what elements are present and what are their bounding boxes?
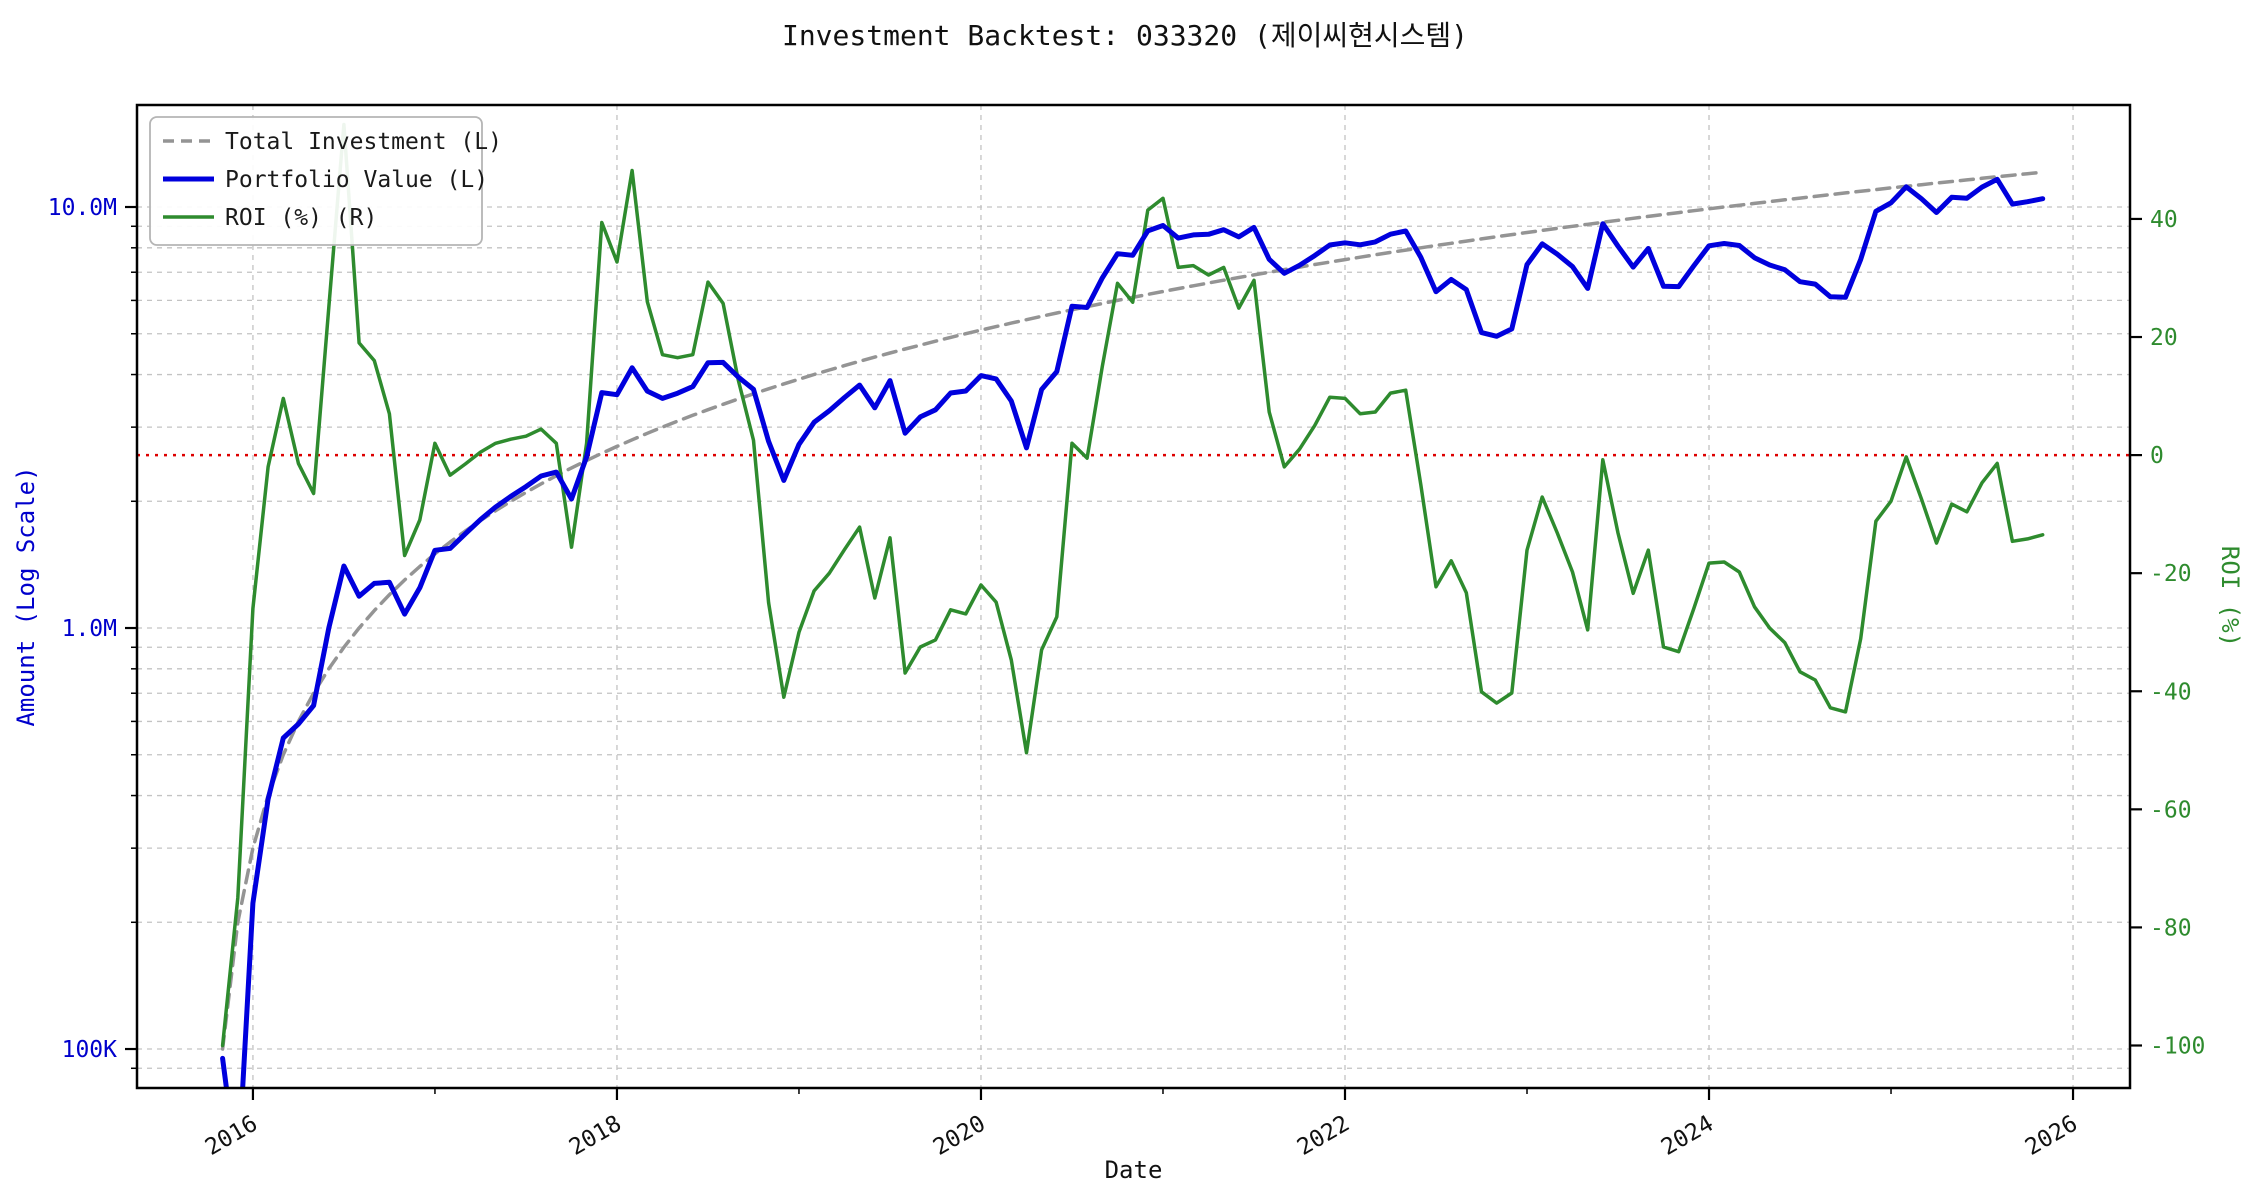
right-tick-label: 0: [2150, 443, 2164, 469]
legend-item-label: Total Investment (L): [225, 129, 502, 155]
right-tick-label: -20: [2150, 561, 2192, 587]
left-tick-label: 100K: [62, 1037, 118, 1063]
right-tick-label: -40: [2150, 679, 2192, 705]
x-tick-label: 2020: [929, 1111, 990, 1161]
x-tick-label: 2016: [201, 1111, 262, 1161]
right-tick-label: 20: [2150, 325, 2178, 351]
legend-item-label: Portfolio Value (L): [225, 167, 488, 193]
x-tick-label: 2024: [1657, 1111, 1718, 1161]
right-tick-label: 40: [2150, 207, 2178, 233]
legend-item-label: ROI (%) (R): [225, 205, 377, 231]
plot-border: [135, 103, 2132, 1090]
right-tick-label: -80: [2150, 915, 2192, 941]
series-portfolio-value: [220, 176, 2046, 1089]
left-tick-label: 10.0M: [48, 195, 117, 221]
right-tick-label: -60: [2150, 797, 2192, 823]
x-tick-label: 2022: [1293, 1111, 1354, 1161]
x-axis-label: Date: [1105, 1156, 1163, 1184]
left-tick-label: 1.0M: [62, 616, 117, 642]
x-tick-label: 2018: [565, 1111, 626, 1161]
x-tick-label: 2026: [2021, 1111, 2082, 1161]
right-tick-label: -100: [2150, 1033, 2205, 1059]
right-axis-label: ROI (%): [2216, 546, 2244, 647]
left-axis-label: Amount (Log Scale): [12, 466, 40, 726]
legend: Total Investment (L) Portfolio Value (L) R…: [149, 116, 502, 246]
chart-title: Investment Backtest: 033320 (제이씨현시스템): [781, 19, 1469, 52]
grid: [137, 105, 2130, 1088]
series-roi: [220, 122, 2045, 1048]
axes: 100K 1.0M 10.0M 40 20 0 -20 -40 -60 -80 -100 2016 20…: [12, 195, 2244, 1184]
